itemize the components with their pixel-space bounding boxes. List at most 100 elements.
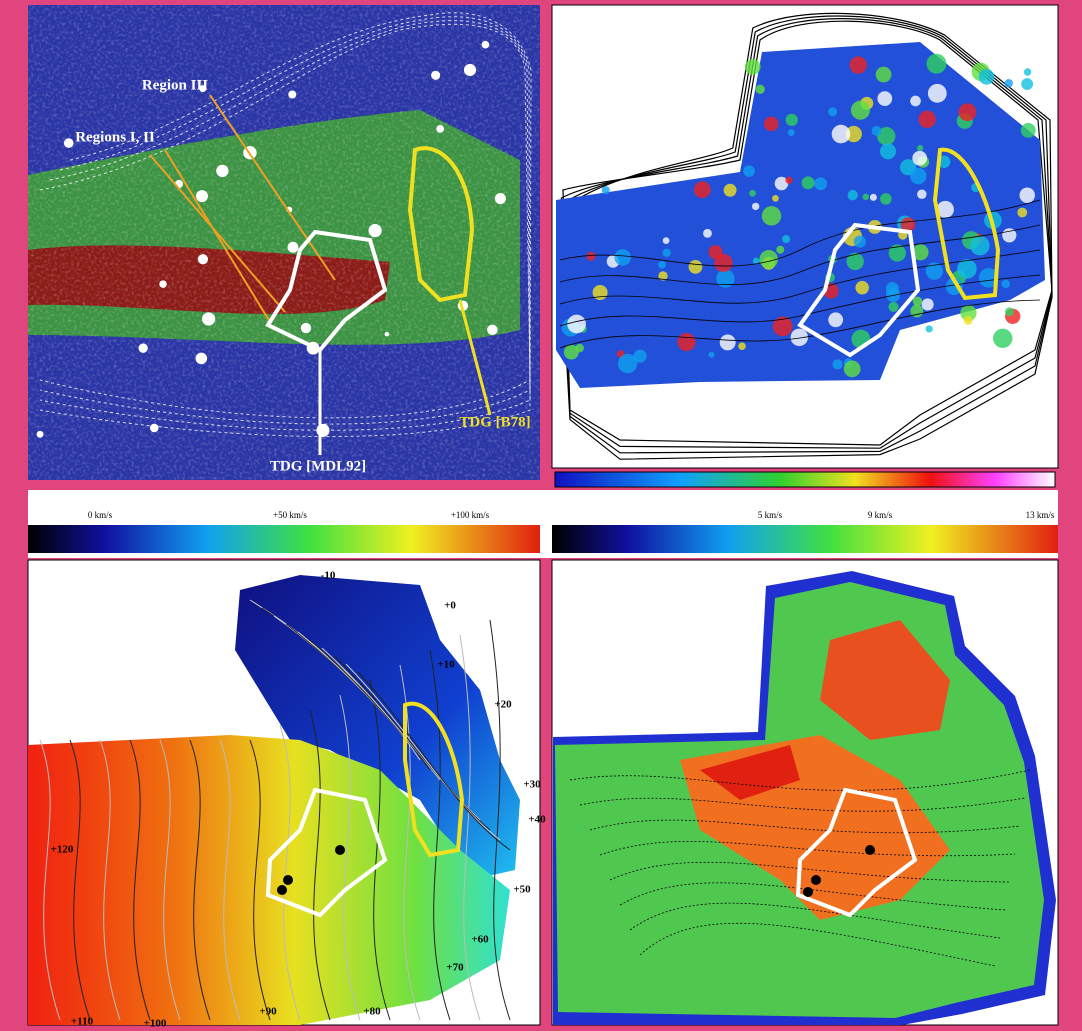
contour-label: +120 (51, 844, 74, 856)
ratio-pixel (1005, 307, 1014, 316)
ratio-pixel (913, 296, 922, 305)
ratio-pixel (785, 177, 792, 184)
ratio-pixel (1021, 123, 1036, 138)
star (288, 90, 296, 98)
star (288, 242, 299, 253)
contour-label: +50 (513, 884, 531, 896)
ratio-pixel (912, 151, 927, 166)
source-dot (803, 887, 813, 897)
ratio-pixel (802, 176, 815, 189)
colorbar (552, 525, 1058, 553)
ratio-pixel (928, 84, 947, 103)
star (316, 424, 329, 437)
ratio-pixel (880, 143, 896, 159)
ratio-pixel (993, 329, 1012, 348)
contour-label: +30 (523, 779, 541, 791)
contour-label: +60 (471, 934, 489, 946)
ratio-pixel (919, 111, 936, 128)
ratio-pixel (876, 67, 892, 83)
contour-label: +10 (437, 659, 455, 671)
star (64, 138, 74, 148)
ratio-pixel (862, 194, 868, 200)
ratio-pixel (764, 117, 779, 132)
star (198, 254, 208, 264)
star (369, 224, 382, 237)
figure: Region IIIRegions I, IITDG [MDL92]TDG [B… (0, 0, 1082, 1031)
ratio-pixel (663, 237, 670, 244)
star (196, 353, 208, 365)
ratio-pixel (720, 334, 736, 350)
ratio-pixel (662, 249, 670, 257)
ratio-pixel (888, 302, 898, 312)
ratio-pixel (1024, 68, 1031, 75)
ratio-pixel (724, 184, 737, 197)
ratio-pixel (743, 165, 755, 177)
speckle (28, 5, 540, 480)
star (216, 165, 228, 177)
ratio-pixel (910, 168, 927, 185)
star (301, 323, 311, 333)
star (159, 280, 167, 288)
star (202, 312, 215, 325)
ratio-pixel (926, 325, 933, 332)
ratio-pixel (762, 206, 781, 225)
ratio-pixel (828, 107, 837, 116)
star (482, 41, 490, 49)
ratio-pixel (703, 229, 712, 238)
star (487, 325, 497, 335)
ratio-pixel (776, 246, 784, 254)
colorbar-label: 13 km/s (1026, 510, 1055, 520)
star (150, 424, 159, 433)
ratio-pixel (851, 101, 870, 120)
contour-label: +0 (444, 600, 456, 612)
ratio-pixel (714, 254, 732, 272)
source-dot (811, 875, 821, 885)
source-dot (335, 845, 345, 855)
colorbar-label: +100 km/s (451, 510, 490, 520)
ratio-pixel (847, 190, 857, 200)
ratio-pixel (786, 114, 798, 126)
ratio-pixel (749, 190, 756, 197)
ratio-pixel (828, 312, 843, 327)
ratio-pixel (877, 91, 892, 106)
colorbar (28, 525, 540, 553)
annotation: TDG [B78] (459, 414, 530, 430)
star (436, 125, 444, 133)
ratio-pixel (756, 85, 765, 94)
contour-label: -10 (321, 570, 336, 582)
ratio-pixel (847, 253, 864, 270)
ratio-pixel (964, 316, 973, 325)
ratio-pixel (927, 54, 947, 74)
ratio-pixel (745, 59, 761, 75)
star (37, 431, 44, 438)
source-dot (865, 845, 875, 855)
ratio-pixel (788, 129, 795, 136)
ratio-pixel (970, 236, 990, 256)
colorbar-label: 9 km/s (868, 510, 893, 520)
star (385, 332, 390, 337)
source-dot (277, 885, 287, 895)
ratio-pixel (677, 333, 695, 351)
ratio-pixel (855, 281, 869, 295)
ratio-pixel (922, 298, 934, 310)
ratio-pixel (575, 344, 584, 353)
contour-label: +110 (71, 1016, 94, 1028)
contour-label: +80 (363, 1006, 381, 1018)
ratio-pixel (1017, 208, 1027, 218)
ratio-pixel (880, 193, 892, 205)
ratio-pixel (957, 259, 977, 279)
contour-label: +20 (494, 699, 512, 711)
ratio-pixel (709, 352, 715, 358)
ratio-pixel (618, 354, 637, 373)
page: Region IIIRegions I, IITDG [MDL92]TDG [B… (0, 0, 1082, 1031)
colorbar (555, 472, 1055, 487)
ratio-pixel (832, 359, 842, 369)
ratio-pixel (567, 315, 586, 334)
ratio-pixel (850, 56, 867, 73)
ratio-pixel (694, 181, 711, 198)
ratio-pixel (910, 96, 921, 107)
star (196, 190, 208, 202)
ratio-pixel (1004, 79, 1013, 88)
ratio-pixel (917, 190, 926, 199)
ratio-pixel (814, 177, 827, 190)
